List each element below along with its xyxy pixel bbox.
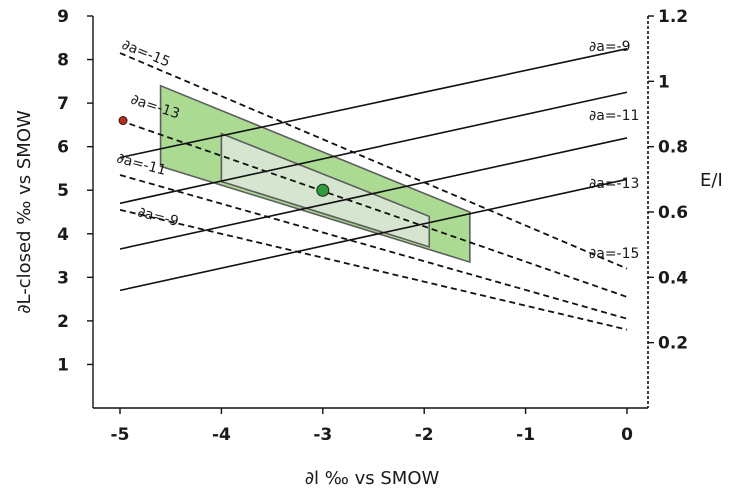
- y2-tick-label: 0.6: [658, 203, 688, 223]
- x-tick-label: -4: [212, 425, 231, 445]
- x-tick-label: -3: [313, 425, 332, 445]
- x-tick-label: -1: [516, 425, 535, 445]
- y-axis-title: ∂L-closed ‰ vs SMOW: [14, 110, 35, 314]
- data-points: [118, 116, 330, 197]
- dashed-line-label: ∂a=-9: [136, 204, 180, 230]
- x-tick-label: -5: [111, 425, 130, 445]
- point-1: [118, 116, 128, 126]
- y-tick-label: 7: [57, 94, 69, 114]
- y2-tick-label: 1.2: [658, 7, 688, 27]
- y-tick-label: 5: [57, 181, 69, 201]
- y-tick-label: 9: [57, 7, 69, 27]
- y2-tick-label: 0.4: [658, 268, 688, 288]
- solid-line-1: [119, 91, 628, 205]
- y2-tick-label: 0.2: [658, 334, 688, 354]
- point-0: [316, 183, 330, 197]
- dashed-line-3: [119, 208, 628, 331]
- x-tick-label: -2: [415, 425, 434, 445]
- y-tick-label: 3: [57, 268, 69, 288]
- y-tick-label: 1: [57, 355, 69, 375]
- y2-tick-label: 1: [658, 72, 670, 92]
- solid-line-label: ∂a=-13: [589, 176, 639, 192]
- x-tick-label: 0: [621, 425, 633, 445]
- y-tick-label: 2: [57, 312, 69, 332]
- solid-line-label: ∂a=-11: [589, 108, 639, 124]
- shaded-regions: [159, 84, 471, 264]
- y-tick-label: 4: [57, 225, 69, 245]
- dashed-line-0: [119, 52, 628, 270]
- solid-line-label: ∂a=-15: [589, 246, 639, 262]
- dashed-line-2: [119, 174, 628, 320]
- solid-line-3: [119, 178, 628, 292]
- series-lines: [119, 47, 628, 331]
- y2-tick-label: 0.8: [658, 138, 688, 158]
- x-axis-title: ∂l ‰ vs SMOW: [305, 468, 440, 489]
- dashed-line-label: ∂a=-15: [120, 37, 173, 71]
- y-tick-label: 6: [57, 138, 69, 158]
- axes: 1 2 3 4 5 6 7 8 9 -5 -4 -3 -2 -1 0 0.2 0.4 0.6 0.8 1 1.2: [57, 7, 688, 445]
- y-tick-label: 8: [57, 51, 69, 71]
- solid-line-0: [119, 47, 628, 159]
- solid-line-2: [119, 137, 628, 250]
- solid-line-label: ∂a=-9: [589, 39, 631, 55]
- y2-axis-title: E/I: [700, 170, 723, 191]
